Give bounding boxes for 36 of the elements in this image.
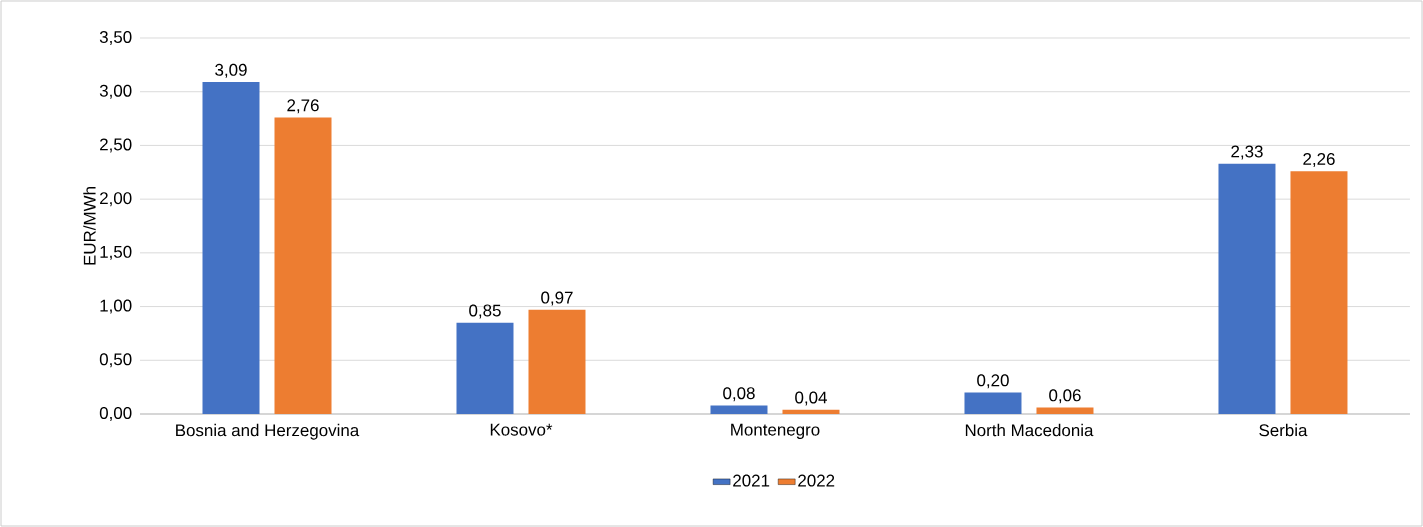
bar [782, 409, 840, 414]
x-tick-label: Bosnia and Herzegovina [176, 423, 360, 440]
x-tick-label: Kosovo* [490, 423, 553, 436]
data-label: 2,76 [287, 99, 319, 114]
data-label: 2,26 [1303, 153, 1335, 168]
y-tick-label: 2,50 [100, 138, 132, 153]
data-label: 0,97 [541, 291, 573, 306]
data-label: 0,08 [723, 387, 755, 402]
bar [1218, 163, 1276, 414]
y-tick-label: 3,00 [99, 84, 132, 99]
bar [528, 309, 586, 414]
y-axis-title: EUR/MWh [83, 187, 96, 265]
y-tick-label: 3,50 [99, 31, 132, 45]
bar [964, 392, 1022, 414]
y-tick-label: 2,00 [100, 192, 132, 207]
data-label: 2,33 [1231, 145, 1263, 160]
y-tick-label: 1,00 [100, 299, 132, 314]
data-label: 3,09 [215, 63, 247, 78]
legend-label: 2022 [798, 474, 835, 487]
bar [1036, 407, 1094, 414]
x-tick-label: North Macedonia [965, 423, 1094, 437]
x-tick-label: Serbia [1259, 423, 1308, 437]
bar [710, 405, 768, 414]
y-tick-label: 0,50 [99, 353, 132, 368]
bar [202, 82, 260, 414]
data-label: 0,04 [795, 391, 827, 406]
y-tick-label: 1,50 [100, 245, 132, 260]
bar [274, 117, 332, 414]
x-tick-label: Montenegro [731, 423, 820, 440]
y-tick-label: 0,00 [99, 407, 132, 421]
bar [1290, 171, 1348, 414]
data-label: 0,20 [977, 374, 1009, 389]
data-label: 0,85 [469, 304, 501, 319]
data-label: 0,06 [1049, 389, 1081, 404]
legend-label: 2021 [733, 474, 770, 487]
bar [456, 322, 514, 414]
